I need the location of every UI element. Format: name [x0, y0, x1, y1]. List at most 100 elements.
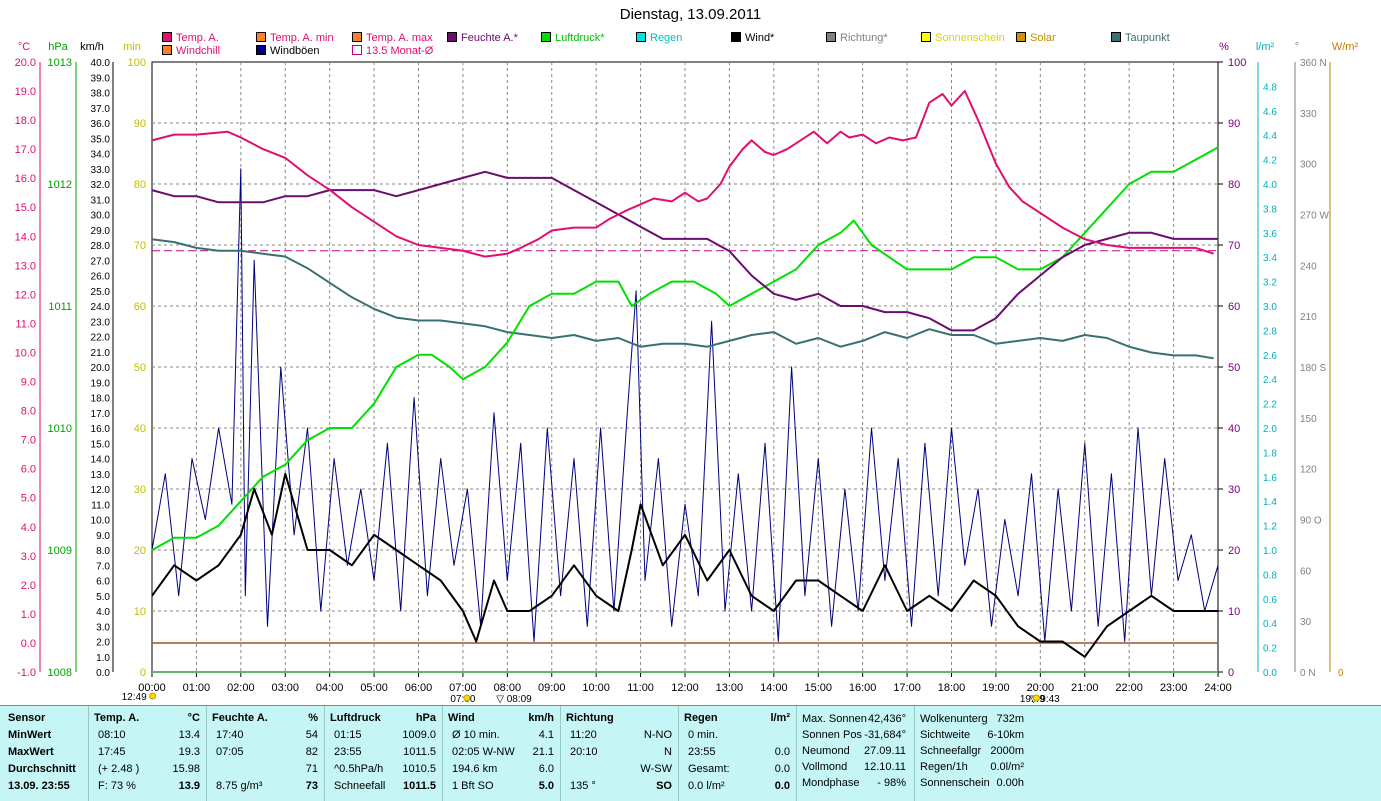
stats-info-label: Max. Sonnen	[802, 713, 867, 725]
stats-header: Temp. A.	[94, 712, 140, 724]
axis-pct-label: 70	[1228, 240, 1240, 252]
axis-kmh-label: 25.0	[91, 287, 111, 298]
axis-lm2-label: 2.6	[1263, 351, 1277, 362]
axis-lm2-label: 4.0	[1263, 180, 1277, 191]
axis-kmh-label: 9.0	[96, 531, 110, 542]
axis-c-label: 11.0	[15, 318, 36, 330]
stats-cell-time: 07:05	[216, 746, 244, 758]
axis-lm2-label: 4.2	[1263, 156, 1277, 167]
axis-kmh-label: 8.0	[96, 546, 110, 557]
stats-cell-time: 135 °	[570, 780, 596, 792]
axis-kmh-label: 34.0	[91, 150, 111, 161]
legend-label: Sonnenschein	[935, 32, 1005, 44]
stats-row-label: 13.09. 23:55	[8, 780, 70, 792]
axis-deg-label: 330	[1300, 109, 1317, 120]
stats-cell-time: ^0.5hPa/h	[334, 763, 384, 775]
legend-item: Wind*	[731, 32, 774, 44]
axis-lm2-label: 1.8	[1263, 448, 1277, 459]
stats-cell-value: 13.4	[178, 729, 200, 741]
axis-hpa-label: 1013	[48, 57, 72, 69]
axis-lm2-label: 2.8	[1263, 326, 1277, 337]
stats-info-value: 6-10km	[987, 729, 1024, 741]
axis-hpa-label: 1008	[48, 667, 72, 679]
stats-cell-value: 73	[305, 780, 318, 792]
stats-cell-time: Ø 10 min.	[452, 729, 500, 741]
axis-deg-label: 360 N	[1300, 58, 1327, 69]
stats-info-label: Wolkenunterg	[920, 713, 988, 725]
legend-swatch	[541, 32, 551, 42]
axis-lm2-label: 4.8	[1263, 82, 1277, 93]
axis-deg-label: 150	[1300, 414, 1317, 425]
stats-col-luftdruck: Luftdruck hPa 01:15 1009.0 23:55 1011.5 ^0.5hP…	[324, 706, 443, 801]
legend-item: 13.5 Monat-Ø	[352, 45, 433, 57]
stats-header: Richtung	[566, 712, 614, 724]
stats-unit: %	[308, 712, 318, 724]
x-tick-label: 09:00	[538, 682, 566, 694]
axis-min-label: 10	[134, 606, 146, 618]
legend-swatch	[162, 32, 172, 42]
axis-c-label: 9.0	[21, 377, 36, 389]
x-tick-label: 06:00	[405, 682, 433, 694]
stats-info-value: 2000m	[990, 745, 1024, 757]
axis-wm2-label: 0	[1338, 668, 1344, 679]
axis-c-label: 14.0	[15, 231, 36, 243]
axis-pct-label: 0	[1228, 667, 1234, 679]
axis-kmh-label: 12.0	[91, 485, 111, 496]
stats-col-feuchte: Feuchte A.% 17:40 54 07:05 82 71 8.75 g/m³ 73	[206, 706, 325, 801]
axis-c-label: 2.0	[21, 580, 36, 592]
axis-kmh-label: 30.0	[91, 211, 111, 222]
axis-lm2-label: 2.2	[1263, 400, 1277, 411]
time-marker-label: 12:49	[122, 692, 147, 703]
axis-c-label: 6.0	[21, 464, 36, 476]
axis-lm2-label: 4.6	[1263, 107, 1277, 118]
x-tick-label: 04:00	[316, 682, 344, 694]
stats-unit: l/m²	[770, 712, 790, 724]
x-tick-label: 23:00	[1160, 682, 1188, 694]
stats-header: Wind	[448, 712, 475, 724]
x-tick-label: 17:00	[893, 682, 921, 694]
stats-cell-value: W-SW	[640, 763, 672, 775]
axis-deg-label: 210	[1300, 312, 1317, 323]
axis-kmh-label: 1.0	[96, 653, 110, 664]
stats-cell-value: N	[664, 746, 672, 758]
axis-kmh-label: 14.0	[91, 455, 111, 466]
axis-kmh-label: 20.0	[91, 363, 111, 374]
legend-swatch	[256, 32, 266, 42]
stats-unit: °C	[187, 712, 200, 724]
axis-kmh-label: 36.0	[91, 119, 111, 130]
stats-info-label: Sichtweite	[920, 729, 971, 741]
sun-marker-icon	[463, 694, 471, 702]
axis-hpa-label: 1009	[48, 545, 72, 557]
axis-kmh-label: 24.0	[91, 302, 111, 313]
stats-info-value: 732m	[996, 713, 1024, 725]
weather-chart: 00:00 01:00 02:00 03:00 04:00 05:00 06:00 07:00…	[15, 41, 1359, 705]
axis-c-label: 10.0	[15, 347, 36, 359]
axis-lm2-label: 1.6	[1263, 473, 1277, 484]
axis-kmh-label: 31.0	[91, 195, 111, 206]
series-line-wind	[151, 472, 1218, 658]
axis-pct-label: 20	[1228, 545, 1240, 557]
axis-deg-label: 270 W	[1300, 211, 1329, 222]
axis-unit-label: %	[1219, 41, 1229, 53]
axis-pct-label: 10	[1228, 606, 1240, 618]
x-tick-label: 19:00	[982, 682, 1010, 694]
axis-c-label: -1.0	[17, 667, 36, 679]
axis-lm2-label: 0.2	[1263, 644, 1277, 655]
stats-cell-value: 6.0	[538, 763, 554, 775]
x-tick-label: 24:00	[1204, 682, 1232, 694]
axis-unit-label: min	[123, 41, 141, 53]
x-tick-label: 08:00	[494, 682, 522, 694]
chart-title: Dienstag, 13.09.2011	[619, 6, 762, 23]
axis-c-label: 15.0	[15, 202, 36, 214]
x-tick-label: 03:00	[271, 682, 299, 694]
stats-cell-time: F: 73 %	[98, 780, 136, 792]
stats-info-label: Regen/1h	[920, 761, 968, 773]
sun-marker-icon	[1032, 694, 1040, 702]
legend-label: 13.5 Monat-Ø	[366, 45, 434, 57]
axis-min-label: 0	[140, 667, 146, 679]
axis-unit-label: l/m²	[1256, 41, 1275, 53]
axis-kmh-label: 28.0	[91, 241, 111, 252]
axis-min-label: 60	[134, 301, 146, 313]
axis-kmh-label: 32.0	[91, 180, 111, 191]
axis-kmh-label: 27.0	[91, 256, 111, 267]
